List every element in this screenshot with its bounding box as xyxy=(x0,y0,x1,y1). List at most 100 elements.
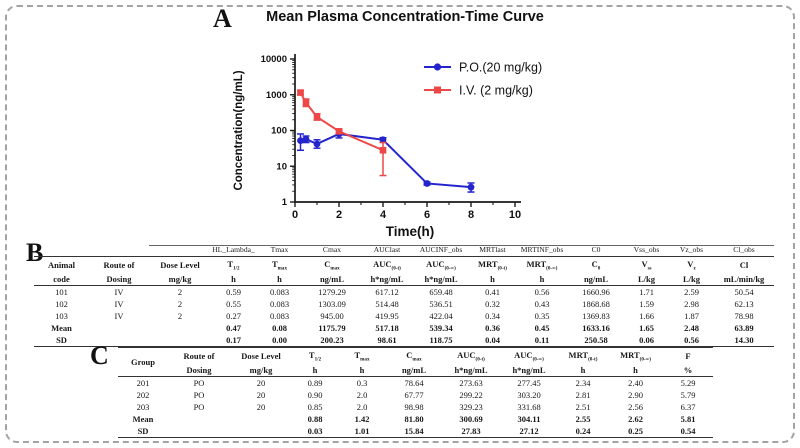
table-cell: 0.35 xyxy=(534,310,550,321)
column-unit: ng/mL xyxy=(386,363,442,377)
table-cell: 1.87 xyxy=(684,310,699,321)
table-cell: 2.55 xyxy=(575,413,591,424)
column-unit: h xyxy=(608,363,663,377)
table-cell xyxy=(89,333,149,347)
data-point-square xyxy=(302,99,310,106)
table-cell: 1.42 xyxy=(354,413,370,424)
table-cell: 0.04 xyxy=(469,333,516,347)
data-point-circle xyxy=(302,135,310,143)
table-cell: 27.12 xyxy=(500,424,558,438)
table-cell: 0.03 xyxy=(292,424,338,438)
column-header: T1/2 xyxy=(227,258,240,272)
column-unit: ng/mL xyxy=(303,272,361,286)
table-cell: 63.89 xyxy=(734,322,754,333)
table-cell: 2.40 xyxy=(628,377,643,388)
table-cell xyxy=(149,333,211,347)
table-cell: 2.98 xyxy=(684,298,699,309)
table-cell: 0.083 xyxy=(269,286,290,297)
table-cell: 0.27 xyxy=(226,310,241,321)
table-cell: 1.71 xyxy=(639,286,654,297)
column-unit: Dosing xyxy=(168,363,230,377)
legend-marker-square xyxy=(434,86,441,94)
table-cell: 2.62 xyxy=(628,413,643,424)
column-header: Route of xyxy=(103,260,135,271)
table-cell: 5.81 xyxy=(680,413,696,424)
table-cell: PO xyxy=(193,389,205,400)
legend-label: P.O.(20 mg/kg) xyxy=(459,60,542,74)
data-point-square xyxy=(335,127,343,135)
table-cell: PO xyxy=(193,377,205,388)
column-header: Dose Level xyxy=(160,260,200,271)
column-header: T1/2 xyxy=(292,346,338,364)
table-cell: 118.75 xyxy=(413,333,469,347)
legend-marker-circle xyxy=(433,63,442,71)
table-cell: 0.06 xyxy=(624,333,669,347)
axis-text: 4 xyxy=(380,209,387,221)
column-header: Route of xyxy=(168,346,230,364)
table-cell: 102 xyxy=(55,298,68,309)
raw-param-name xyxy=(149,245,211,257)
raw-param-name xyxy=(34,245,89,257)
table-cell: 14.30 xyxy=(714,333,774,347)
sd-row: SD 0.17 0.00 200.23 98.61 118.75 0.04 0.11 250.5… xyxy=(34,333,774,347)
table-cell: 101 xyxy=(55,286,68,297)
column-header: Dose Level xyxy=(230,346,292,364)
table-cell: 0.25 xyxy=(608,424,663,438)
table-cell: 1633.16 xyxy=(582,322,610,333)
table-cell: SD xyxy=(118,424,168,438)
column-header: MRT(0-t) xyxy=(478,258,507,272)
table-cell: 0.56 xyxy=(534,286,550,297)
table-cell: 5.29 xyxy=(680,377,696,388)
table-cell: 78.98 xyxy=(734,310,754,321)
table-cell: 2.51 xyxy=(575,401,591,412)
table-cell: 62.13 xyxy=(734,298,754,309)
table-cell: 0.32 xyxy=(485,298,500,309)
table-cell: 0.00 xyxy=(256,333,303,347)
table-cell: 2.81 xyxy=(575,389,591,400)
table-cell: 273.63 xyxy=(459,377,483,388)
column-header: Group xyxy=(118,347,168,377)
series-iv xyxy=(297,89,387,177)
table-cell: 0.41 xyxy=(485,286,500,297)
data-point-circle xyxy=(313,140,321,148)
table-cell: 0.59 xyxy=(226,286,241,297)
column-header: AUC(0-∞) xyxy=(500,346,558,364)
axis-text: 8 xyxy=(468,209,474,221)
column-header: AUC(0-t) xyxy=(442,346,500,364)
raw-param-name xyxy=(89,245,149,257)
table-cell: 659.48 xyxy=(429,286,453,297)
header-row: Animal Route of Dose Level T1/2 Tmax Cmax AUC(… xyxy=(34,256,774,272)
table-cell: 329.23 xyxy=(459,401,483,412)
table-cell: IV xyxy=(114,298,124,309)
table-cell: 20 xyxy=(256,377,266,388)
table-cell: 0.08 xyxy=(272,322,287,333)
table-cell: 1660.96 xyxy=(582,286,610,297)
data-point-square xyxy=(297,89,304,96)
axis-text: 0 xyxy=(292,209,298,221)
axis-text: 10000 xyxy=(261,54,287,65)
table-cell xyxy=(149,322,211,334)
legend-item-iv: I.V. (2 mg/kg) xyxy=(424,83,533,97)
table-cell: 539.34 xyxy=(429,322,453,333)
pk-table: HL_Lambda_ Tmax Cmax AUClast AUCINF_obs MRTla… xyxy=(34,245,774,347)
axis-text: 100 xyxy=(271,126,287,137)
table-cell: 0.90 xyxy=(307,389,323,400)
raw-param-name: Tmax xyxy=(256,245,303,257)
table-cell: 81.80 xyxy=(404,413,424,424)
column-unit: mg/kg xyxy=(149,272,211,286)
column-unit: h xyxy=(292,363,338,377)
sd-row: SD 0.03 1.01 15.84 27.83 27.12 0.24 0.25 0.54 xyxy=(118,424,713,438)
raw-param-name: HL_Lambda_ xyxy=(211,245,256,257)
table-cell: 15.84 xyxy=(386,424,442,438)
table-cell: 1303.09 xyxy=(318,298,346,309)
table-cell: 200.23 xyxy=(303,333,361,347)
column-unit: h xyxy=(256,272,303,286)
column-header: MRT(0-∞) xyxy=(608,346,663,364)
table-cell: 1.01 xyxy=(338,424,386,438)
column-unit: L/kg xyxy=(624,272,669,286)
table-cell: 0.3 xyxy=(356,377,368,388)
table-cell: 0.43 xyxy=(534,298,550,309)
data-point-circle xyxy=(423,180,431,187)
column-unit: mg/kg xyxy=(230,363,292,377)
column-unit: h xyxy=(516,272,568,286)
